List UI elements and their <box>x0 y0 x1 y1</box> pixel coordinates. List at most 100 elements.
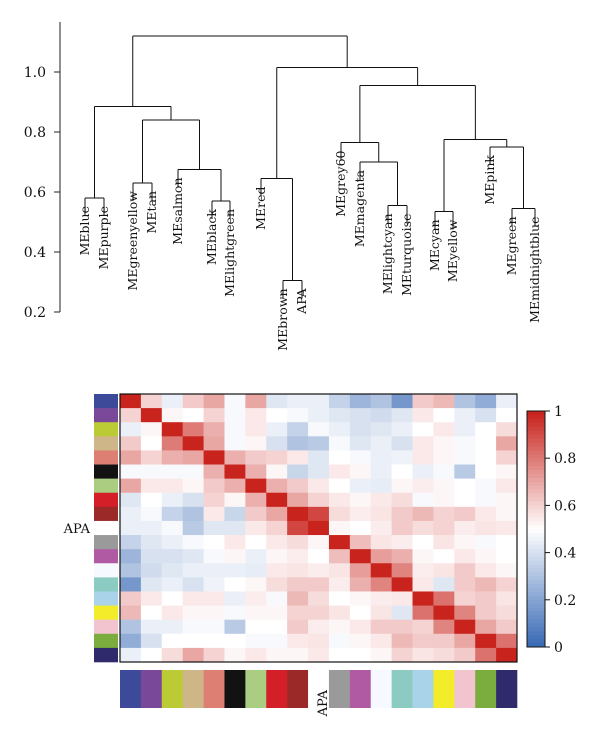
colorbar-segment <box>527 418 545 424</box>
heatmap-cell <box>224 422 246 437</box>
heatmap-cell <box>454 464 476 480</box>
heatmap-cell <box>412 422 434 437</box>
heatmap-cell <box>287 535 309 550</box>
heatmap-cell <box>266 619 288 635</box>
heatmap-cell <box>391 549 413 564</box>
heatmap-cell <box>161 478 184 494</box>
heatmap-cell <box>308 619 330 635</box>
heatmap-cell <box>224 464 246 480</box>
heatmap-cell <box>161 436 184 451</box>
colorbar-segment <box>527 517 545 522</box>
heatmap-cell <box>203 577 225 592</box>
colorbar-tick-label: 0.2 <box>554 593 576 609</box>
heatmap-cell <box>161 394 184 409</box>
heatmap-cell <box>203 450 225 465</box>
heatmap-cell <box>203 549 225 564</box>
heatmap-cell <box>182 492 204 508</box>
heatmap-cell <box>433 478 455 494</box>
heatmap-cell <box>245 577 267 592</box>
heatmap-cell <box>370 394 393 409</box>
leaf-label: MElightgreen <box>222 209 237 297</box>
heatmap-cell <box>391 605 413 621</box>
column-color-swatch <box>203 670 225 708</box>
heatmap-cell <box>370 520 393 536</box>
heatmap-cell <box>412 535 434 550</box>
leaf-label: MEgrey60 <box>333 150 348 216</box>
colorbar-segment <box>527 473 545 479</box>
heatmap-cell <box>245 408 267 423</box>
leaf-label: MEyellow <box>445 219 460 282</box>
y-tick-label: 0.6 <box>24 185 46 201</box>
colorbar-segment <box>527 584 545 589</box>
heatmap-cell <box>224 450 246 465</box>
heatmap-cell <box>182 506 204 522</box>
heatmap-cell <box>496 619 518 635</box>
heatmap-cell <box>224 605 246 621</box>
heatmap-cell <box>245 591 267 606</box>
row-color-swatch <box>94 563 118 578</box>
colorbar-segment <box>527 591 545 597</box>
colorbar-segment <box>527 521 545 526</box>
heatmap-cell <box>370 422 393 437</box>
heatmap-cell <box>140 422 163 437</box>
heatmap-cell <box>328 577 351 592</box>
heatmap-cell <box>287 478 309 494</box>
heatmap-cell <box>328 408 351 423</box>
heatmap-cell <box>496 520 518 536</box>
heatmap-cell <box>245 633 267 649</box>
heatmap-cell <box>454 520 476 536</box>
leaf-label: MEpink <box>482 155 497 205</box>
column-color-swatch <box>412 670 434 708</box>
heatmap-cell <box>266 563 288 578</box>
heatmap-cell <box>349 520 372 536</box>
heatmap-cell <box>496 492 518 508</box>
heatmap-cell <box>454 577 476 592</box>
leaf-label: APA <box>294 288 309 315</box>
heatmap-cell <box>496 535 518 550</box>
heatmap-cell <box>475 591 497 606</box>
heatmap-cell <box>370 563 393 578</box>
colorbar-segment <box>527 481 545 487</box>
column-label-apa: APA <box>316 689 331 717</box>
heatmap-cell <box>328 619 351 635</box>
heatmap-cell <box>308 436 330 451</box>
heatmap-cell <box>203 619 225 635</box>
heatmap-cell <box>454 549 476 564</box>
heatmap-cell <box>308 506 330 522</box>
row-labels: APA <box>63 522 91 537</box>
heatmap-cell <box>496 422 518 437</box>
colorbar-segment <box>527 635 545 640</box>
heatmap-cell <box>266 492 288 508</box>
heatmap-cell <box>433 647 455 663</box>
heatmap-cell <box>161 535 184 550</box>
heatmap-cell <box>203 394 225 409</box>
heatmap-cell <box>349 619 372 635</box>
heatmap-cell <box>391 436 413 451</box>
heatmap-cell <box>454 605 476 621</box>
column-color-swatch <box>308 670 330 708</box>
heatmap-cell <box>391 506 413 522</box>
heatmap-cell <box>370 408 393 423</box>
column-color-swatch <box>349 670 372 708</box>
colorbar-segment <box>527 477 545 483</box>
heatmap-cell <box>475 408 497 423</box>
heatmap-cell <box>454 619 476 635</box>
row-color-swatch <box>94 535 118 550</box>
heatmap-cell <box>412 436 434 451</box>
heatmap-cell <box>475 464 497 480</box>
heatmap-cell <box>266 506 288 522</box>
column-color-swatch <box>224 670 246 708</box>
heatmap-cell <box>203 464 225 480</box>
colorbar-segment <box>527 442 545 447</box>
heatmap-cell <box>224 506 246 522</box>
heatmap-cell <box>120 605 142 621</box>
heatmap-cell <box>308 577 330 592</box>
heatmap-cell <box>245 549 267 564</box>
colorbar-segment <box>527 489 545 495</box>
colorbar-segment <box>527 509 545 514</box>
heatmap-cell <box>266 605 288 621</box>
row-color-swatch <box>94 450 118 465</box>
heatmap-cell <box>328 394 351 409</box>
heatmap-cell <box>454 633 476 649</box>
heatmap-cell <box>496 563 518 578</box>
